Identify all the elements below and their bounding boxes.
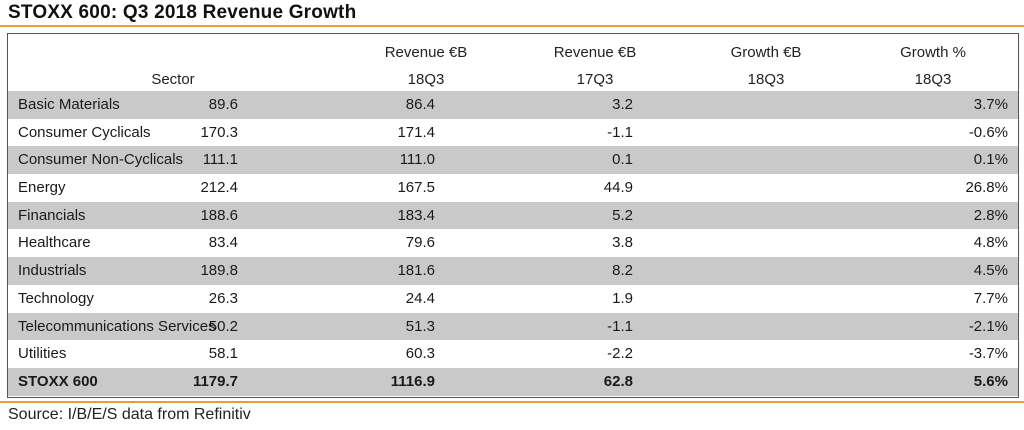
growth-pct-value: 3.7%	[973, 96, 1008, 113]
table-row: Financials 188.6 183.4 5.2 2.8%	[8, 201, 1018, 230]
header-rev-18q3-period: 18Q3	[407, 71, 445, 88]
table-row: Consumer Cyclicals 170.3 171.4 -1.1 -0.6…	[8, 119, 1018, 147]
rev-17q3-value: 24.4	[405, 289, 435, 307]
rev-17q3-value: 167.5	[397, 179, 435, 197]
growth-eb-value: 44.9	[603, 179, 633, 197]
total-growth-pct: 5.6%	[973, 372, 1008, 390]
header-sector: Sector	[151, 71, 195, 88]
rev-18q3-value: 58.1	[208, 345, 238, 363]
table-body: Basic Materials 89.6 86.4 3.2 3.7% Consu…	[8, 91, 1018, 396]
growth-eb-value: 0.1	[612, 151, 633, 169]
growth-pct-value: 26.8%	[965, 179, 1008, 197]
rev-17q3-value: 79.6	[405, 234, 435, 252]
rev-18q3-value: 170.3	[200, 123, 238, 141]
sector-name: Utilities	[18, 345, 67, 363]
growth-pct-value: -0.6%	[968, 123, 1008, 141]
growth-pct-value: 0.1%	[973, 151, 1008, 169]
rev-18q3-value: 89.6	[208, 96, 238, 113]
rev-18q3-value: 50.2	[208, 317, 238, 335]
growth-pct-value: 4.8%	[973, 234, 1008, 252]
growth-pct-value: -3.7%	[968, 345, 1008, 363]
header-growth-pct-period: 18Q3	[914, 71, 952, 88]
table-row: Basic Materials 89.6 86.4 3.2 3.7%	[8, 91, 1018, 119]
rev-17q3-value: 51.3	[405, 317, 435, 335]
total-row: STOXX 600 1179.7 1116.9 62.8 5.6%	[8, 367, 1018, 396]
table-row: Technology 26.3 24.4 1.9 7.7%	[8, 285, 1018, 313]
table-row: Industrials 189.8 181.6 8.2 4.5%	[8, 257, 1018, 285]
source-note: Source: I/B/E/S data from Refinitiv	[8, 406, 251, 423]
rev-18q3-value: 189.8	[200, 262, 238, 280]
sector-name: Financials	[18, 206, 86, 224]
sector-name: Industrials	[18, 262, 87, 280]
total-rev-18q3: 1179.7	[192, 372, 238, 390]
sector-name: Consumer Non-Cyclicals	[18, 151, 184, 169]
growth-pct-value: 7.7%	[973, 289, 1008, 307]
table-row: Energy 212.4 167.5 44.9 26.8%	[8, 174, 1018, 202]
table-header: Sector Revenue €B 18Q3 Revenue €B 17Q3 G…	[8, 34, 1018, 90]
growth-eb-value: 3.8	[612, 234, 633, 252]
growth-eb-value: 5.2	[612, 206, 633, 224]
growth-pct-value: -2.1%	[968, 317, 1008, 335]
rev-17q3-value: 181.6	[397, 262, 435, 280]
total-growth-eb: 62.8	[603, 372, 633, 390]
chart-title: STOXX 600: Q3 2018 Revenue Growth	[8, 2, 357, 23]
sector-name: Basic Materials	[18, 96, 120, 113]
header-rev-18q3: Revenue €B	[384, 44, 468, 61]
table-row: Healthcare 83.4 79.6 3.8 4.8%	[8, 229, 1018, 257]
header-rev-17q3: Revenue €B	[553, 44, 637, 61]
sector-name: Energy	[18, 179, 66, 197]
growth-pct-value: 4.5%	[973, 262, 1008, 280]
header-growth-eb: Growth €B	[730, 44, 802, 61]
growth-eb-value: -1.1	[607, 317, 633, 335]
growth-eb-value: 3.2	[612, 96, 633, 113]
rev-17q3-value: 183.4	[397, 206, 435, 224]
growth-eb-value: 8.2	[612, 262, 633, 280]
header-rev-17q3-period: 17Q3	[576, 71, 614, 88]
growth-eb-value: -2.2	[607, 345, 633, 363]
sector-name: Telecommunications Services	[18, 317, 216, 335]
sector-name: Healthcare	[18, 234, 91, 252]
rev-17q3-value: 86.4	[405, 96, 435, 113]
rev-18q3-value: 111.1	[202, 151, 238, 169]
revenue-table: Sector Revenue €B 18Q3 Revenue €B 17Q3 G…	[7, 33, 1019, 398]
total-rev-17q3: 1116.9	[390, 372, 435, 390]
rev-17q3-value: 171.4	[397, 123, 435, 141]
header-growth-eb-period: 18Q3	[747, 71, 785, 88]
growth-pct-value: 2.8%	[973, 206, 1008, 224]
total-label: STOXX 600	[18, 372, 98, 390]
rev-18q3-value: 188.6	[200, 206, 238, 224]
footer-divider	[0, 401, 1024, 403]
growth-eb-value: 1.9	[612, 289, 633, 307]
table-row: Telecommunications Services 50.2 51.3 -1…	[8, 312, 1018, 341]
rev-17q3-value: 60.3	[405, 345, 435, 363]
sector-name: Technology	[18, 289, 94, 307]
growth-eb-value: -1.1	[607, 123, 633, 141]
title-divider	[0, 25, 1024, 27]
rev-18q3-value: 212.4	[200, 179, 238, 197]
sector-name: Consumer Cyclicals	[18, 123, 151, 141]
table-row: Consumer Non-Cyclicals 111.1 111.0 0.1 0…	[8, 146, 1018, 175]
rev-18q3-value: 83.4	[208, 234, 238, 252]
rev-17q3-value: 111.0	[399, 151, 435, 169]
header-growth-pct: Growth %	[900, 44, 966, 61]
rev-18q3-value: 26.3	[208, 289, 238, 307]
table-row: Utilities 58.1 60.3 -2.2 -3.7%	[8, 340, 1018, 368]
